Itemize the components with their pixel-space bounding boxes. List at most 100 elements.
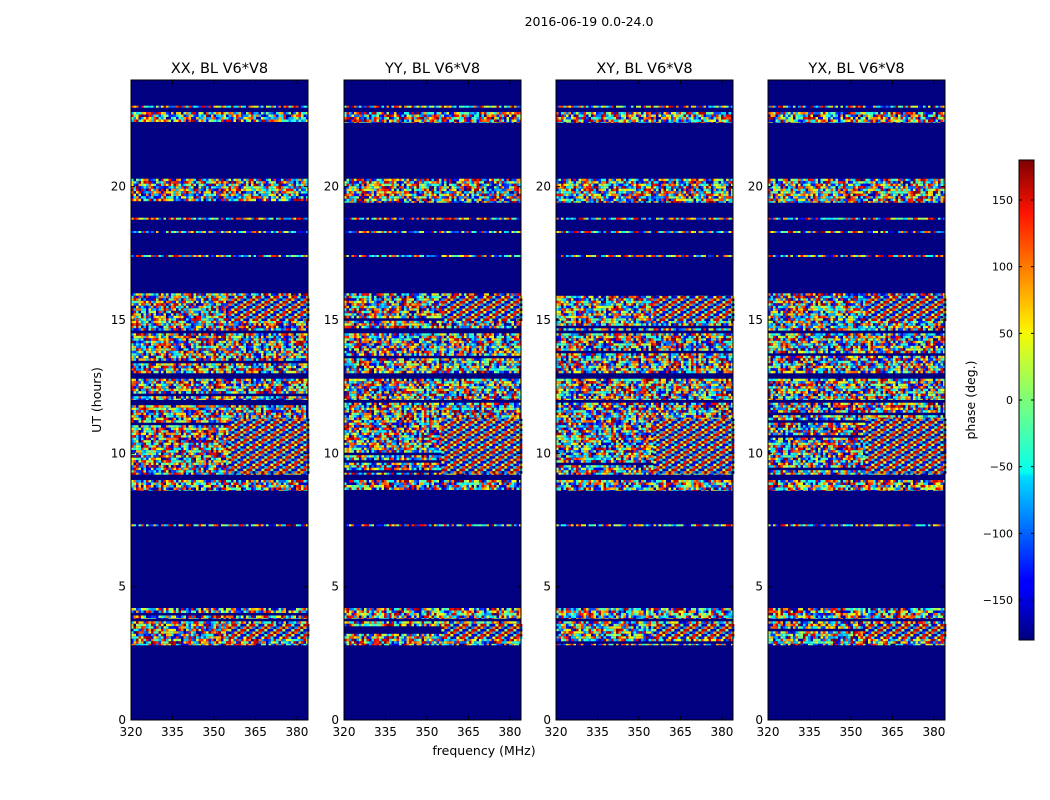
heatmap-cell — [299, 346, 302, 349]
heatmap-cell — [219, 293, 222, 296]
heatmap-cell — [181, 346, 184, 349]
heatmap-cell — [164, 338, 167, 341]
heatmap-cell — [144, 616, 147, 619]
heatmap-cell — [134, 396, 137, 399]
heatmap-cell — [209, 399, 212, 400]
heatmap-cell — [151, 465, 154, 468]
heatmap-cell — [199, 338, 202, 341]
heatmap-cell — [134, 468, 137, 471]
heatmap-cell — [219, 379, 222, 382]
heatmap-cell — [141, 338, 144, 341]
heatmap-cell — [174, 463, 177, 466]
heatmap-cell — [299, 413, 302, 416]
heatmap-cell — [191, 435, 194, 438]
heatmap-cell — [144, 433, 147, 436]
heatmap-cell — [191, 396, 194, 399]
heatmap-cell — [179, 435, 182, 438]
heatmap-cell — [226, 433, 229, 436]
heatmap-cell — [251, 483, 254, 486]
heatmap-cell — [136, 634, 139, 637]
heatmap-cell — [184, 641, 187, 644]
heatmap-cell — [289, 639, 292, 642]
heatmap-cell — [166, 346, 169, 349]
heatmap-cell — [271, 351, 274, 354]
heatmap-cell — [214, 420, 217, 423]
heatmap-cell — [164, 463, 167, 466]
heatmap-cell — [199, 445, 202, 448]
heatmap-cell — [176, 450, 179, 453]
heatmap-cell — [286, 618, 289, 619]
heatmap-cell — [236, 483, 239, 486]
heatmap-cell — [221, 405, 224, 408]
heatmap-cell — [204, 445, 207, 448]
heatmap-cell — [156, 608, 159, 611]
heatmap-cell — [281, 641, 284, 644]
heatmap-cell — [301, 480, 304, 483]
heatmap-cell — [136, 351, 139, 354]
heatmap-cell — [149, 458, 152, 461]
heatmap-cell — [136, 483, 139, 486]
heatmap-cell — [139, 473, 142, 475]
heatmap-cell — [271, 490, 274, 491]
heatmap-cell — [146, 450, 149, 453]
heatmap-cell — [211, 470, 214, 473]
heatmap-cell — [189, 629, 192, 632]
heatmap-cell — [304, 618, 307, 619]
heatmap-cell — [301, 336, 304, 339]
heatmap-cell — [211, 624, 214, 627]
heatmap-cell — [166, 408, 169, 411]
heatmap-cell — [196, 363, 199, 366]
heatmap-cell — [221, 381, 224, 384]
heatmap-cell — [164, 415, 167, 418]
heatmap-cell — [226, 644, 229, 646]
heatmap-cell — [146, 618, 149, 619]
heatmap-cell — [224, 343, 227, 346]
heatmap-cell — [266, 346, 269, 349]
heatmap-cell — [179, 389, 182, 392]
heatmap-cell — [196, 644, 199, 646]
heatmap-cell — [179, 629, 182, 632]
heatmap-cell — [169, 356, 172, 359]
heatmap-cell — [214, 371, 217, 374]
heatmap-cell — [169, 639, 172, 642]
heatmap-cell — [231, 379, 234, 382]
heatmap-cell — [159, 455, 162, 458]
heatmap-cell — [259, 488, 262, 491]
heatmap-cell — [231, 358, 234, 361]
heatmap-cell — [166, 428, 169, 431]
heatmap-cell — [161, 371, 164, 374]
heatmap-cell — [261, 341, 264, 344]
heatmap-cell — [194, 636, 197, 639]
heatmap-cell — [294, 480, 297, 483]
heatmap-cell — [146, 405, 149, 408]
heatmap-cell — [269, 488, 272, 491]
heatmap-cell — [179, 346, 182, 349]
heatmap-cell — [211, 386, 214, 389]
heatmap-cell — [271, 384, 274, 387]
heatmap-cell — [161, 353, 164, 356]
heatmap-cell — [281, 343, 284, 346]
heatmap-cell — [264, 381, 267, 384]
heatmap-cell — [184, 384, 187, 387]
heatmap-cell — [249, 371, 252, 374]
heatmap-cell — [179, 460, 182, 463]
heatmap-cell — [181, 389, 184, 392]
heatmap-cell — [246, 336, 249, 339]
heatmap-cell — [201, 363, 204, 366]
heatmap-cell — [219, 389, 222, 392]
heatmap-cell — [224, 440, 227, 443]
heatmap-cell — [274, 358, 277, 361]
heatmap-cell — [196, 336, 199, 339]
heatmap-cell — [199, 480, 202, 483]
heatmap-cell — [231, 351, 234, 354]
heatmap-cell — [261, 490, 264, 491]
heatmap-cell — [274, 353, 277, 356]
heatmap-cell — [206, 611, 209, 614]
heatmap-cell — [179, 636, 182, 639]
heatmap-cell — [171, 415, 174, 418]
heatmap-cell — [179, 639, 182, 642]
heatmap-cell — [199, 389, 202, 392]
heatmap-cell — [189, 463, 192, 466]
heatmap-cell — [141, 405, 144, 408]
heatmap-cell — [164, 346, 167, 349]
